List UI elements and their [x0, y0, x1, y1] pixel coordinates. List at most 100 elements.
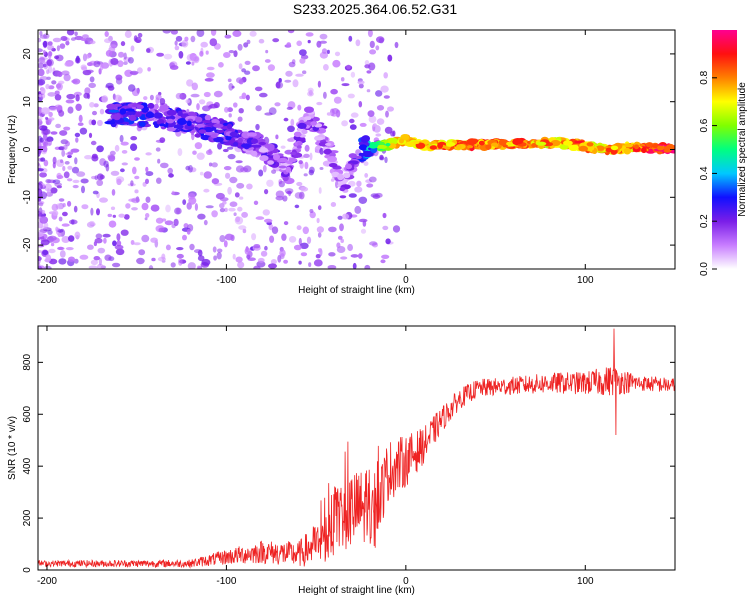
noise-blob: [282, 195, 288, 202]
ridge-blob: [485, 144, 492, 150]
noise-blob: [203, 188, 210, 193]
noise-blob: [278, 180, 285, 188]
noise-blob: [283, 117, 289, 122]
noise-blob: [255, 105, 262, 112]
ridge-blob: [574, 140, 585, 144]
noise-blob: [93, 241, 97, 247]
noise-blob: [114, 244, 124, 250]
noise-blob: [86, 69, 94, 74]
noise-blob: [385, 110, 389, 118]
noise-blob: [112, 262, 121, 268]
colorbar-tick-label: 0.6: [699, 118, 710, 132]
noise-blob: [321, 48, 328, 54]
noise-blob: [238, 63, 243, 70]
noise-blob: [114, 144, 120, 152]
noise-blob: [171, 190, 175, 196]
noise-blob: [319, 51, 328, 59]
noise-blob: [211, 178, 220, 185]
noise-blob: [213, 255, 218, 261]
noise-blob: [309, 152, 313, 161]
noise-blob: [76, 171, 86, 177]
noise-blob: [211, 210, 218, 218]
noise-blob: [186, 53, 196, 62]
noise-blob: [209, 103, 218, 109]
noise-blob: [72, 179, 80, 184]
noise-blob: [103, 237, 107, 244]
noise-blob: [38, 124, 42, 130]
noise-blob: [134, 175, 140, 180]
noise-blob: [72, 78, 81, 85]
snr-ticks: -200 -100 0 100 0 200 400 600 800: [22, 326, 675, 587]
noise-blob: [42, 49, 46, 56]
noise-blob: [375, 90, 383, 97]
noise-blob: [178, 258, 183, 266]
noise-blob: [254, 86, 263, 92]
noise-blob: [281, 233, 287, 241]
noise-blob: [232, 30, 242, 37]
noise-blob: [141, 202, 149, 211]
noise-blob: [159, 137, 166, 144]
noise-blob: [96, 145, 104, 153]
noise-blob: [200, 41, 208, 48]
noise-blob: [277, 254, 282, 263]
noise-blob: [48, 258, 58, 265]
noise-blob: [275, 134, 279, 140]
ridge-blob: [225, 135, 232, 141]
noise-blob: [143, 96, 148, 101]
noise-blob: [219, 235, 226, 243]
noise-blob: [131, 207, 138, 211]
noise-blob: [318, 187, 322, 194]
noise-blob: [279, 249, 286, 257]
ridge-blob: [259, 155, 269, 162]
noise-blob: [341, 83, 350, 87]
noise-blob: [46, 69, 50, 75]
ridge-blob: [147, 102, 155, 109]
noise-blob: [181, 39, 189, 48]
noise-blob: [394, 41, 399, 49]
y-tick-label: 0: [22, 146, 33, 152]
ridge-blob: [186, 120, 192, 127]
noise-blob: [233, 50, 238, 58]
noise-blob: [243, 42, 249, 48]
noise-blob: [299, 49, 307, 56]
ridge-blob: [210, 133, 218, 139]
noise-blob: [68, 256, 75, 262]
ridge-blob: [258, 147, 269, 153]
noise-blob: [93, 103, 99, 108]
noise-blob: [118, 213, 125, 218]
noise-blob: [160, 162, 169, 169]
ridge-blob: [285, 166, 291, 173]
noise-blob: [105, 50, 113, 57]
noise-blob: [170, 262, 176, 268]
noise-blob: [219, 197, 229, 202]
ridge-blob: [531, 143, 537, 148]
ridge-blob: [398, 138, 404, 144]
noise-blob: [270, 259, 277, 265]
noise-blob: [316, 217, 320, 224]
noise-blob: [73, 205, 78, 213]
ridge-blob: [124, 108, 135, 112]
noise-blob: [241, 211, 249, 218]
noise-blob: [223, 52, 231, 58]
noise-blob: [50, 131, 58, 135]
noise-blob: [182, 199, 187, 206]
spectrogram-ylabel: Frequency (Hz): [7, 115, 18, 184]
noise-blob: [204, 78, 214, 82]
noise-blob: [60, 159, 64, 164]
noise-blob: [266, 179, 274, 187]
noise-blob: [364, 173, 369, 178]
noise-blob: [38, 62, 45, 69]
noise-blob: [138, 249, 146, 256]
noise-blob: [54, 104, 63, 110]
noise-blob: [124, 69, 133, 78]
colorbar-tick-label: 0.2: [699, 214, 710, 228]
ridge-blob: [273, 153, 280, 161]
noise-blob: [63, 73, 71, 82]
noise-blob: [55, 123, 61, 129]
noise-blob: [287, 125, 295, 133]
noise-blob: [258, 38, 265, 44]
ridge-blob: [251, 144, 262, 148]
noise-blob: [97, 263, 104, 269]
ridge-blob: [204, 114, 212, 121]
noise-blob: [252, 65, 260, 72]
